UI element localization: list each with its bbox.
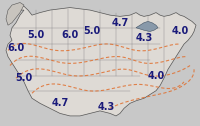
Text: 5.0: 5.0: [83, 26, 101, 37]
Text: 4.7: 4.7: [51, 98, 69, 108]
Text: 6.0: 6.0: [61, 30, 79, 40]
Text: 6.0: 6.0: [7, 43, 25, 53]
Text: 4.0: 4.0: [171, 26, 189, 37]
Polygon shape: [6, 3, 24, 25]
Text: 4.0: 4.0: [147, 71, 165, 81]
Text: 4.7: 4.7: [111, 18, 129, 28]
Polygon shape: [6, 5, 196, 116]
Text: 5.0: 5.0: [27, 30, 45, 40]
Text: 4.3: 4.3: [135, 33, 153, 43]
Text: 5.0: 5.0: [15, 73, 33, 83]
Polygon shape: [136, 21, 158, 32]
Text: 4.3: 4.3: [97, 102, 115, 112]
